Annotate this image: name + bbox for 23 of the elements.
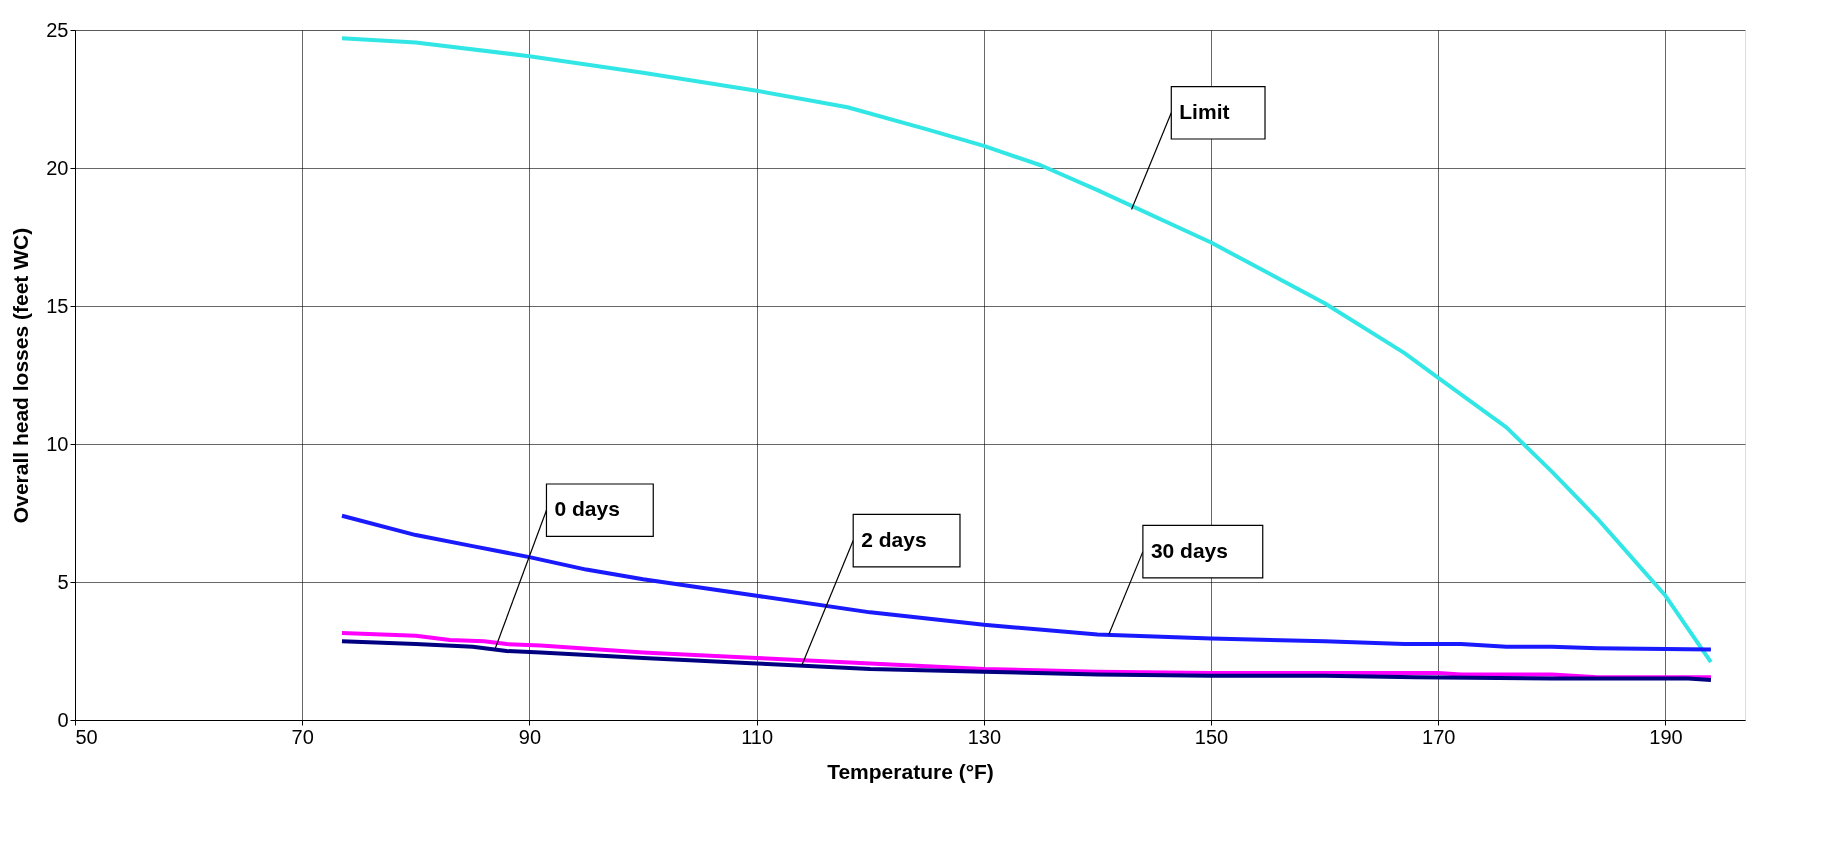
x-axis-title: Temperature (°F) <box>827 759 994 783</box>
y-tick-label: 10 <box>46 432 69 455</box>
y-tick-label: 5 <box>57 570 69 593</box>
x-tick-label: 130 <box>967 725 1002 748</box>
x-tick-label: 50 <box>75 725 98 748</box>
x-tick-label: 170 <box>1422 725 1456 748</box>
annotation: 30 days <box>1150 538 1228 562</box>
y-tick-label: 20 <box>46 156 69 179</box>
y-axis-title: Overall head losses (feet WC) <box>9 227 33 524</box>
x-tick-label: 90 <box>518 725 542 748</box>
line-series <box>339 639 1713 682</box>
x-tick-label: 190 <box>1649 725 1683 748</box>
x-tick-label: 110 <box>741 725 774 748</box>
x-tick-label: 150 <box>1194 725 1229 748</box>
y-tick-label: 15 <box>46 294 69 317</box>
annotation: 2 days <box>861 527 927 551</box>
y-tick-label: 0 <box>57 708 69 731</box>
line-series <box>339 36 1713 665</box>
annotation: Limit <box>1179 99 1230 123</box>
y-tick-label: 25 <box>46 18 69 41</box>
line-series <box>339 631 1713 680</box>
x-tick-label: 70 <box>291 725 314 748</box>
annotation: 0 days <box>554 497 620 521</box>
